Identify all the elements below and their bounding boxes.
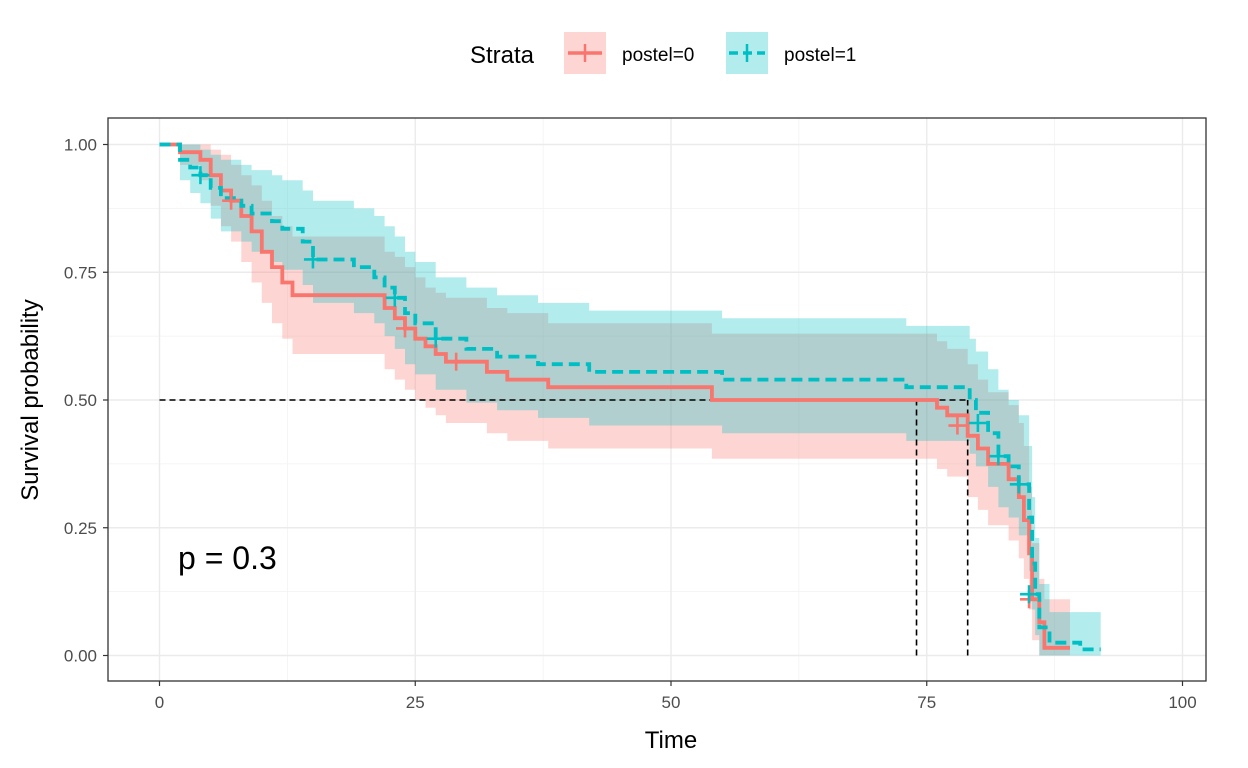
censor-mark-1-3 (426, 329, 445, 348)
y-tick-label-2: 0.50 (64, 391, 97, 410)
y-tick-label-0: 0.00 (64, 647, 97, 666)
censor-mark-1-0 (191, 166, 210, 185)
censor-mark-1-4 (968, 413, 987, 432)
y-tick-label-4: 1.00 (64, 136, 97, 155)
censor-mark-1-7 (1020, 585, 1039, 604)
x-tick-label-1: 25 (406, 693, 425, 712)
y-axis-ticks: 0.00 0.25 0.50 0.75 1.00 (64, 136, 108, 666)
x-axis-title: Time (645, 727, 697, 754)
censor-mark-1-1 (303, 250, 322, 269)
censor-mark-0-0 (222, 191, 241, 210)
p-value-annotation: p = 0.3 (178, 540, 277, 576)
y-tick-label-1: 0.25 (64, 519, 97, 538)
legend-entry-postel-1: postel=1 (726, 32, 856, 74)
censor-mark-0-3 (948, 416, 967, 435)
censor-mark-1-5 (989, 447, 1008, 466)
x-tick-label-3: 75 (917, 693, 936, 712)
legend-entry-postel-0: postel=0 (564, 32, 694, 74)
legend-title: Strata (470, 42, 535, 69)
legend: Strata postel=0 postel=1 (470, 32, 856, 74)
legend-label-postel-1: postel=1 (784, 45, 856, 66)
censor-mark-1-6 (1009, 475, 1028, 494)
y-axis-title: Survival probability (17, 299, 44, 500)
x-tick-label-2: 50 (662, 693, 681, 712)
censor-mark-1-2 (385, 288, 404, 307)
x-axis-ticks: 0 25 50 75 100 (155, 681, 1197, 712)
censor-mark-0-2 (447, 352, 466, 371)
x-tick-label-4: 100 (1168, 693, 1196, 712)
y-tick-label-3: 0.75 (64, 263, 97, 282)
x-tick-label-0: 0 (155, 693, 164, 712)
censor-mark-0-1 (396, 319, 415, 338)
censor-marks (191, 166, 1039, 609)
legend-label-postel-0: postel=0 (622, 45, 694, 66)
